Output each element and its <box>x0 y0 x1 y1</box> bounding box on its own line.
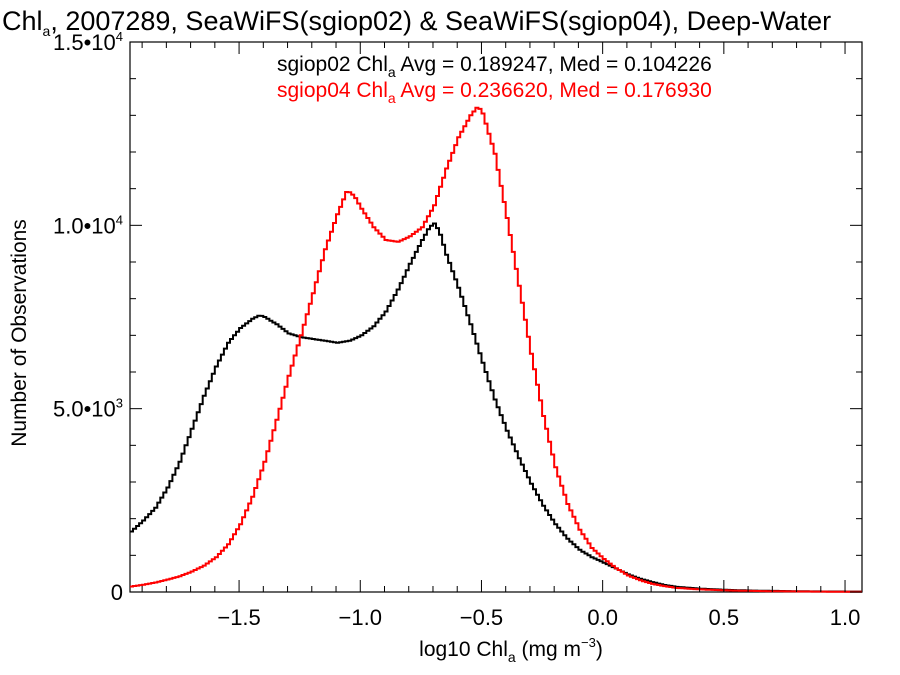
x-tick-label: 0.0 <box>587 605 618 630</box>
axis-ticks <box>130 41 862 593</box>
chart-title: Chla, 2007289, SeaWiFS(sgiop02) & SeaWiF… <box>2 6 831 39</box>
axis-labels: −1.5 −1.0 −0.5 0.0 0.5 1.0 0 5.0•103 1.0•104 1.5•… <box>8 29 860 665</box>
x-tick-label: 0.5 <box>709 605 740 630</box>
plot-frame <box>129 41 863 593</box>
x-tick-label: −0.5 <box>460 605 503 630</box>
y-axis-label: Number of Observations <box>8 219 31 447</box>
y-tick-label: 0 <box>111 580 123 605</box>
y-tick-label: 1.0•104 <box>53 212 123 238</box>
x-tick-label: 1.0 <box>830 605 861 630</box>
plot-area <box>129 41 863 593</box>
stats-sgiop04: sgiop04 Chla Avg = 0.236620, Med = 0.176… <box>277 79 712 106</box>
x-tick-label: −1.5 <box>217 605 260 630</box>
x-tick-label: −1.0 <box>339 605 382 630</box>
stats-sgiop02: sgiop02 Chla Avg = 0.189247, Med = 0.104… <box>277 53 712 80</box>
stats-legend: sgiop02 Chla Avg = 0.189247, Med = 0.104… <box>277 53 712 106</box>
series-sgiop04-line <box>130 106 862 593</box>
y-tick-label: 5.0•103 <box>53 396 123 422</box>
y-tick-label: 1.5•104 <box>53 29 123 55</box>
series-sgiop02-line <box>130 222 862 593</box>
x-axis-label: log10 Chla (mg m−3) <box>419 635 603 665</box>
